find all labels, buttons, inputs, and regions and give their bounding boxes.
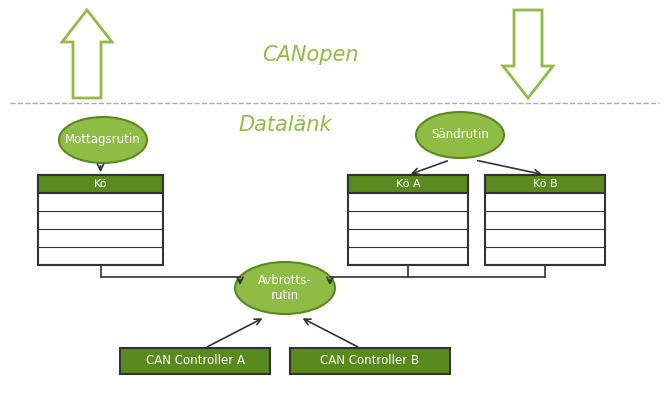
Text: Sändrutin: Sändrutin — [431, 129, 489, 141]
Ellipse shape — [59, 117, 147, 163]
Text: CAN Controller B: CAN Controller B — [320, 354, 419, 367]
Bar — [348, 175, 468, 193]
Text: CANopen: CANopen — [262, 45, 359, 65]
Bar — [38, 175, 163, 193]
Bar — [348, 175, 468, 265]
Text: Datalänk: Datalänk — [238, 115, 332, 135]
Bar — [485, 175, 605, 193]
Text: CAN Controller A: CAN Controller A — [145, 354, 244, 367]
Text: Kö B: Kö B — [533, 179, 557, 189]
Ellipse shape — [235, 262, 335, 314]
Text: Kö: Kö — [94, 179, 107, 189]
Bar — [290, 348, 450, 374]
Text: Kö A: Kö A — [395, 179, 420, 189]
Bar — [120, 348, 270, 374]
Text: Avbrotts-
rutin: Avbrotts- rutin — [258, 274, 312, 302]
Bar — [38, 175, 163, 265]
Polygon shape — [503, 10, 553, 98]
Ellipse shape — [416, 112, 504, 158]
Polygon shape — [62, 10, 112, 98]
Bar — [485, 175, 605, 265]
Text: Mottagsrutin: Mottagsrutin — [65, 134, 141, 147]
